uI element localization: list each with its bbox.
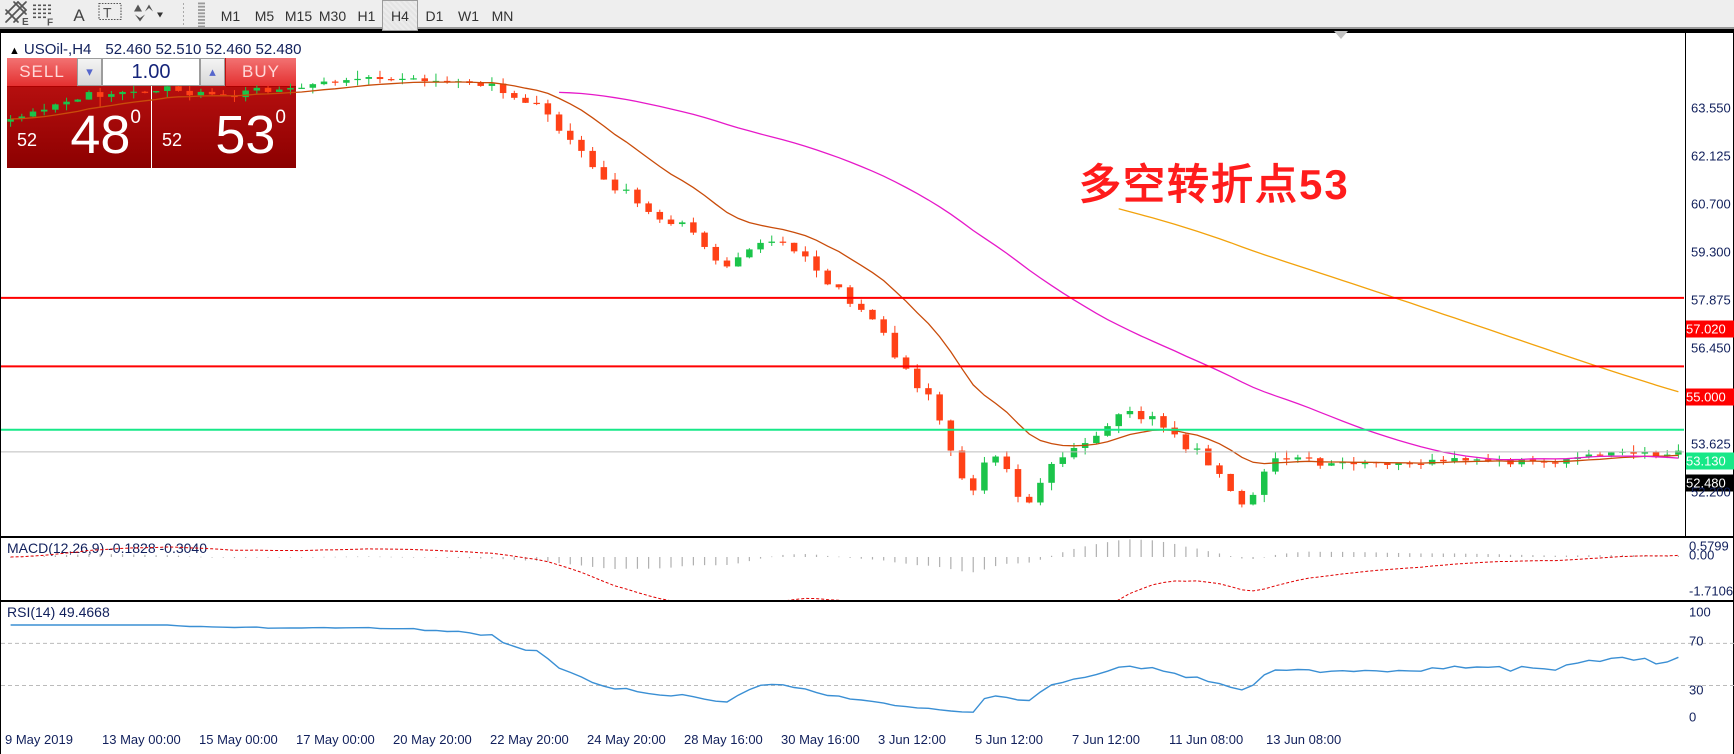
svg-text:E: E [22,17,29,28]
svg-text:F: F [47,18,53,29]
svg-text:T: T [103,5,112,21]
